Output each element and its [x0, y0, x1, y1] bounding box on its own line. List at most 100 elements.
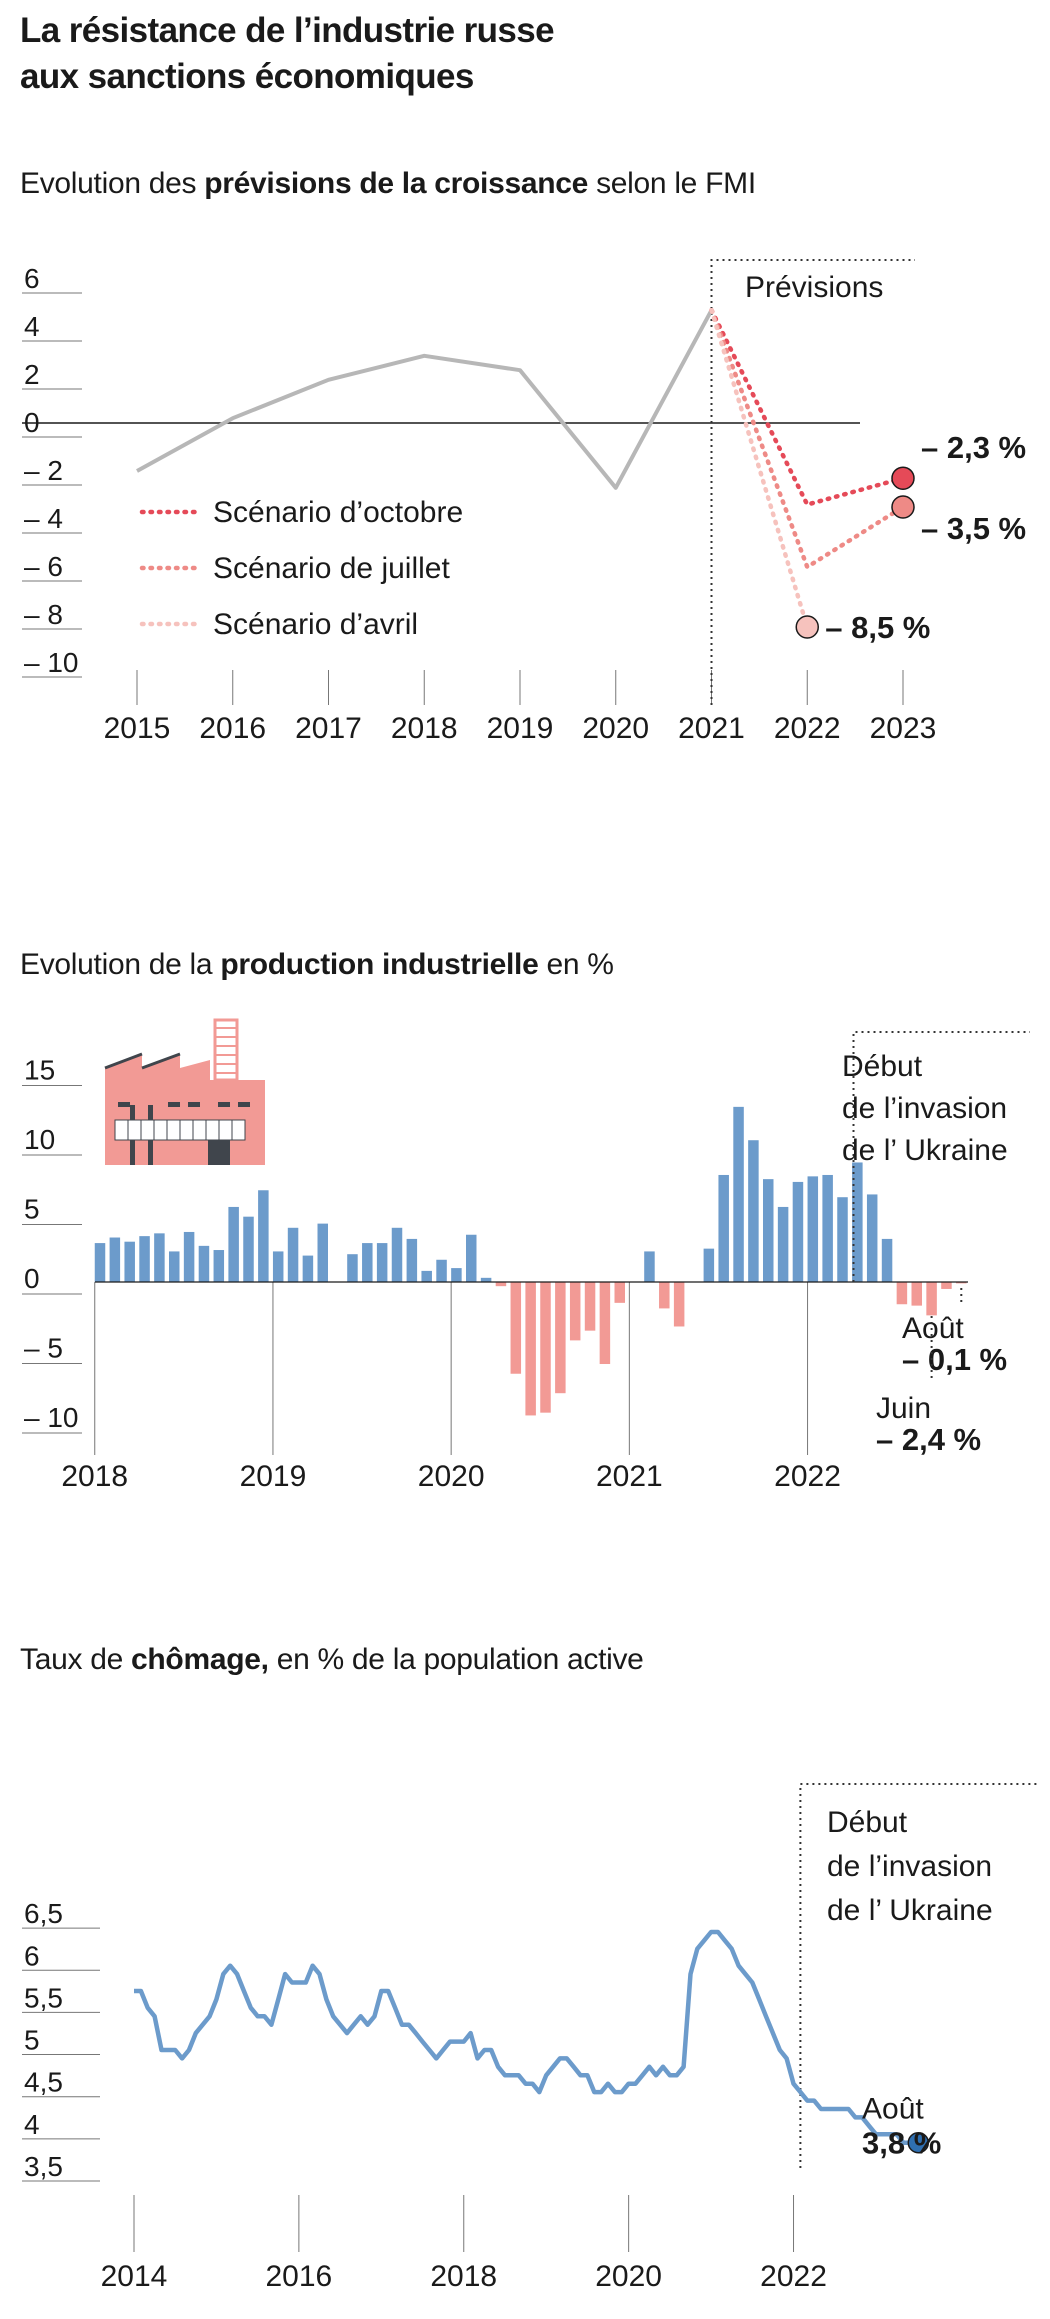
production-bar-8 [213, 1250, 225, 1282]
unemployment-end-marker [907, 2131, 930, 2154]
production-bar-18 [362, 1243, 373, 1282]
production-x-tick-2018: 2018 [61, 1460, 128, 1493]
production-invasion-label-2: de l’ Ukraine [842, 1134, 1008, 1167]
growth-title-part-1: Evolution des [20, 167, 205, 200]
production-bar-44 [748, 1140, 759, 1282]
production-bar-17 [347, 1254, 358, 1282]
production-bar-54 [896, 1282, 908, 1305]
unemployment-y-tick-4-5: 4,5 [24, 2067, 63, 2098]
unemployment-x-tick-2022: 2022 [760, 2260, 827, 2293]
production-bar-25 [466, 1234, 477, 1282]
unemployment-aug-value: 3,8 % [862, 2126, 941, 2161]
factory-icon [104, 1018, 265, 1165]
growth-x-tick-2015: 2015 [104, 712, 171, 745]
production-title-part-3: en % [538, 948, 614, 981]
production-y-tick-5: 5 [24, 1194, 40, 1225]
growth-title-part-3: selon le FMI [588, 167, 756, 200]
production-bar-0 [94, 1243, 106, 1282]
unemployment-y-tick-6-5: 6,5 [24, 1898, 63, 1929]
unemployment-invasion-label-2: de l’ Ukraine [827, 1894, 993, 1927]
production-bar-33 [584, 1282, 596, 1331]
production-bar-38 [659, 1282, 670, 1309]
production-x-tick-2021: 2021 [596, 1460, 663, 1493]
production-y-tick-0: 0 [24, 1263, 40, 1294]
growth-y-tick-8: – 8 [24, 599, 63, 630]
production-bar-43 [733, 1106, 744, 1282]
production-chart-title: Evolution de la production industrielle … [20, 947, 614, 983]
unemployment-invasion-label-0: Début [827, 1806, 908, 1839]
factory-small-window-3 [218, 1102, 230, 1107]
production-bar-27 [495, 1282, 507, 1287]
growth-title-part-2: prévisions de la croissance [204, 167, 589, 200]
production-bar-4 [154, 1233, 165, 1282]
growth-x-tick-2023: 2023 [870, 712, 937, 745]
production-bar-57 [941, 1282, 952, 1289]
unemployment-invasion-label-1: de l’invasion [827, 1850, 992, 1883]
production-bar-20 [391, 1227, 403, 1282]
scenario-line-oct [709, 307, 906, 508]
growth-chart-title: Evolution des prévisions de la croissanc… [20, 166, 756, 202]
unemployment-aug-month: Août [862, 2093, 924, 2126]
growth-x-tick-2022: 2022 [774, 712, 841, 745]
legend-label-jul: Scénario de juillet [213, 552, 450, 585]
forecast-bracket [710, 259, 915, 705]
unemployment-title-part-2: chômage, [131, 1643, 269, 1676]
unemployment-y-tick-5: 5 [24, 2025, 40, 2056]
unemployment-x-tick-2016: 2016 [266, 2260, 333, 2293]
factory-door [208, 1140, 230, 1165]
growth-x-tick-2017: 2017 [295, 712, 362, 745]
production-bar-1 [109, 1237, 121, 1282]
production-bar-23 [436, 1259, 447, 1282]
unemployment-y-tick-6: 6 [24, 1940, 40, 1971]
production-invasion-label-1: de l’invasion [842, 1092, 1007, 1125]
production-title-part-2: production industrielle [220, 948, 539, 981]
unemployment-chart-title: Taux de chômage, en % de la population a… [20, 1642, 644, 1678]
production-bar-6 [183, 1231, 195, 1282]
production-bar-15 [317, 1223, 328, 1282]
production-bar-30 [540, 1282, 551, 1413]
production-bar-51 [852, 1162, 863, 1282]
growth-y-tick-6: 6 [24, 263, 40, 294]
production-bar-14 [302, 1255, 314, 1282]
production-bar-2 [124, 1241, 135, 1282]
production-bar-42 [718, 1174, 729, 1282]
scenario-end-label-jul: – 3,5 % [921, 511, 1026, 546]
production-aug-value: – 0,1 % [902, 1342, 1007, 1377]
production-chart: 15 10 5 0 – 5 – 10 2018 2019 2020 2021 2022 Début de… [22, 1018, 1030, 1493]
unemployment-title-part-1: Taux de [20, 1643, 132, 1676]
production-bar-29 [525, 1282, 536, 1416]
production-bar-12 [272, 1251, 284, 1282]
production-bar-11 [258, 1190, 269, 1282]
production-bar-39 [673, 1282, 685, 1327]
page-title-line-2: aux sanctions économiques [20, 57, 474, 96]
legend-label-apr: Scénario d’avril [213, 608, 418, 641]
production-bar-50 [837, 1197, 848, 1282]
page-title-line-1: La résistance de l’industrie russe [20, 11, 555, 50]
production-bar-45 [763, 1179, 774, 1282]
production-bar-24 [451, 1268, 462, 1282]
growth-y-tick-6: – 6 [24, 551, 63, 582]
factory-small-window-1 [168, 1102, 180, 1107]
production-bar-21 [406, 1238, 418, 1282]
production-invasion-label-0: Début [842, 1050, 923, 1083]
growth-y-tick-10: – 10 [24, 647, 79, 678]
scenario-end-label-oct: – 2,3 % [921, 430, 1026, 465]
production-bar-58 [956, 1282, 967, 1284]
production-aug-month: Août [902, 1312, 964, 1345]
production-bar-3 [139, 1236, 150, 1282]
production-jun-month: Juin [876, 1392, 931, 1425]
unemployment-y-tick-3-5: 3,5 [24, 2151, 63, 2182]
factory-small-window-0 [118, 1102, 130, 1107]
growth-x-tick-2019: 2019 [487, 712, 554, 745]
production-x-tick-2020: 2020 [418, 1460, 485, 1493]
production-bar-28 [510, 1282, 522, 1374]
scenario-end-marker-jul [891, 495, 915, 519]
production-bar-46 [777, 1206, 789, 1282]
production-bar-34 [599, 1282, 611, 1365]
production-bar-47 [792, 1181, 804, 1282]
production-y-tick-10: 10 [24, 1124, 55, 1155]
unemployment-chart: 6,5 6 5,5 5 4,5 4 3,5 2014 2016 2018 2020 2022 Début… [22, 1783, 1040, 2293]
unemployment-x-tick-2014: 2014 [101, 2260, 168, 2293]
production-bar-26 [480, 1277, 492, 1282]
production-bar-13 [287, 1227, 299, 1282]
